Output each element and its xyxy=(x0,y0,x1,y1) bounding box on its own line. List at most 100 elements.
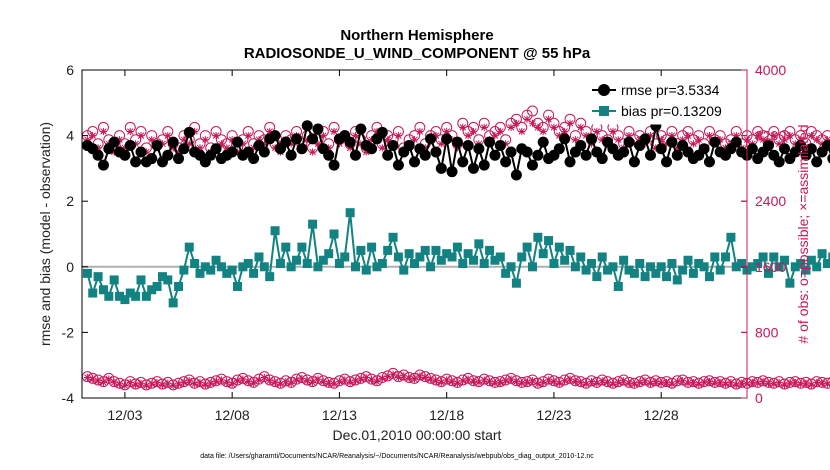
bias-point xyxy=(651,268,661,278)
bias-point xyxy=(410,259,419,269)
obs-assimilated-point xyxy=(673,144,681,152)
legend-box xyxy=(589,79,739,125)
rmse-point xyxy=(779,143,791,155)
obs-assimilated-point xyxy=(620,377,628,385)
bias-point xyxy=(570,262,580,272)
obs-assimilated-point xyxy=(228,136,236,144)
obs-assimilated-point xyxy=(207,379,215,387)
obs-assimilated-point xyxy=(657,136,665,144)
obs-assimilated-point xyxy=(180,378,188,387)
rmse-point xyxy=(173,153,185,165)
rmse-point xyxy=(489,149,501,161)
obs-assimilated-point xyxy=(378,374,386,382)
obs-assimilated-point xyxy=(405,374,413,382)
obs-assimilated-point xyxy=(630,140,638,148)
y-tick-label: -4 xyxy=(62,390,75,406)
obs-assimilated-point xyxy=(797,136,805,144)
obs-assimilated-point xyxy=(325,379,333,387)
obs-assimilated-point xyxy=(770,380,778,388)
bias-point xyxy=(806,255,816,265)
obs-assimilated-point xyxy=(287,140,295,148)
bias-point xyxy=(318,255,328,265)
obs-assimilated-point xyxy=(786,132,794,140)
obs-assimilated-point xyxy=(83,136,91,144)
obs-assimilated-point xyxy=(732,381,740,389)
obs-assimilated-point xyxy=(523,378,531,387)
rmse-point xyxy=(730,136,742,148)
bias-point xyxy=(710,252,720,262)
obs-assimilated-point xyxy=(727,378,735,387)
bias-point xyxy=(383,245,393,255)
obs-assimilated-point xyxy=(212,132,220,140)
bias-point xyxy=(769,252,779,262)
bias-point xyxy=(511,278,521,288)
obs-assimilated-point xyxy=(410,136,419,144)
obs-assimilated-point xyxy=(346,144,354,152)
obs-assimilated-point xyxy=(662,378,671,387)
obs-assimilated-point xyxy=(577,378,585,387)
obs-assimilated-point xyxy=(802,379,810,387)
obs-assimilated-point xyxy=(797,380,805,388)
obs-assimilated-point xyxy=(813,378,821,387)
bias-point xyxy=(190,259,200,269)
bias-point xyxy=(184,242,194,252)
obs-assimilated-point xyxy=(148,380,156,388)
bias-point xyxy=(351,262,361,272)
obs-assimilated-point xyxy=(582,380,590,388)
rmse-point xyxy=(435,162,447,174)
obs-assimilated-point xyxy=(298,374,306,382)
bias-point xyxy=(699,262,709,272)
obs-assimilated-point xyxy=(502,140,510,148)
obs-assimilated-point xyxy=(636,378,644,387)
bias-point xyxy=(812,262,822,272)
rmse-point xyxy=(575,139,587,151)
rmse-point xyxy=(350,149,362,161)
obs-assimilated-point xyxy=(164,132,172,140)
bias-point xyxy=(93,272,103,282)
bias-point xyxy=(152,281,162,291)
obs-assimilated-point xyxy=(705,378,714,386)
obs-assimilated-point xyxy=(169,382,177,390)
bias-point xyxy=(608,262,618,272)
obs-assimilated-point xyxy=(346,378,354,387)
data-file-footer: data file: /Users/gharamti/Documents/NCA… xyxy=(200,453,594,460)
rmse-point xyxy=(130,156,142,168)
y-tick-label: 6 xyxy=(66,62,74,78)
bias-point xyxy=(436,255,446,265)
bias-point xyxy=(345,208,355,218)
obs-assimilated-point xyxy=(716,378,724,387)
obs-assimilated-point xyxy=(196,378,204,387)
rmse-point xyxy=(661,156,673,168)
bias-point xyxy=(340,252,350,262)
obs-assimilated-point xyxy=(158,140,167,148)
y2-tick-label: 800 xyxy=(755,324,779,340)
obs-assimilated-point xyxy=(603,378,612,387)
obs-assimilated-point xyxy=(309,378,317,387)
bias-point xyxy=(485,245,495,255)
obs-assimilated-point xyxy=(174,148,183,156)
obs-assimilated-point xyxy=(110,378,118,387)
rmse-point xyxy=(521,146,533,158)
obs-assimilated-point xyxy=(217,140,226,148)
obs-assimilated-point xyxy=(485,378,494,386)
rmse-point xyxy=(323,149,335,161)
obs-assimilated-point xyxy=(668,132,676,140)
bias-point xyxy=(790,262,800,272)
obs-assimilated-point xyxy=(351,132,360,140)
obs-assimilated-point xyxy=(571,136,579,144)
obs-assimilated-point xyxy=(593,127,601,136)
rmse-point xyxy=(355,123,367,135)
obs-assimilated-point xyxy=(115,136,124,144)
rmse-point xyxy=(430,146,442,158)
bias-point xyxy=(597,252,607,262)
obs-assimilated-point xyxy=(330,127,338,136)
y-tick-label: -2 xyxy=(62,324,75,340)
bias-point xyxy=(356,245,366,255)
obs-assimilated-point xyxy=(657,379,665,387)
bias-point xyxy=(179,265,189,275)
bias-point xyxy=(538,249,548,259)
rmse-point xyxy=(821,139,830,151)
bias-point xyxy=(286,262,296,272)
bias-point xyxy=(447,252,457,262)
